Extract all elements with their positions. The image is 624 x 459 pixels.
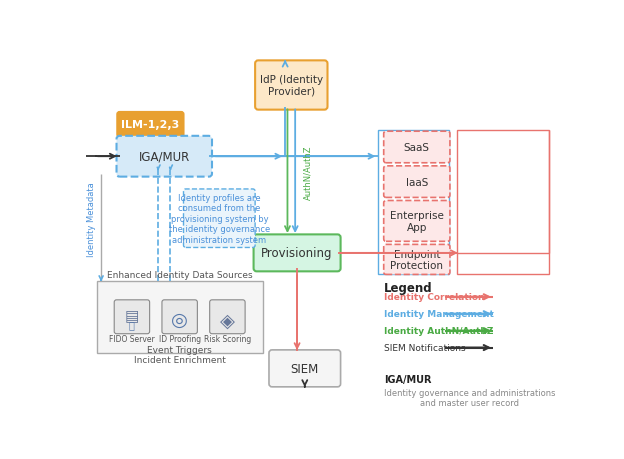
FancyBboxPatch shape <box>210 300 245 334</box>
Text: Identity profiles are
consumed from the
provisioning system by
the identity gove: Identity profiles are consumed from the … <box>168 194 270 244</box>
Text: Enhanced Identity Data Sources: Enhanced Identity Data Sources <box>107 270 253 280</box>
Bar <box>457 130 549 274</box>
FancyBboxPatch shape <box>117 113 183 137</box>
Text: IaaS: IaaS <box>406 177 428 187</box>
Text: SaaS: SaaS <box>404 143 430 153</box>
Text: ▤: ▤ <box>125 308 139 323</box>
Bar <box>378 130 449 274</box>
Text: Enterprise
App: Enterprise App <box>390 211 444 232</box>
Text: AuthN/AuthZ: AuthN/AuthZ <box>304 146 313 200</box>
Text: SIEM Notifications: SIEM Notifications <box>384 343 466 353</box>
Text: Incident Enrichment: Incident Enrichment <box>134 355 226 364</box>
Text: Endpoint
Protection: Endpoint Protection <box>391 249 443 271</box>
Text: ILM-1,2,3: ILM-1,2,3 <box>121 120 180 130</box>
FancyBboxPatch shape <box>269 350 341 387</box>
Text: Provisioning: Provisioning <box>261 247 333 260</box>
FancyBboxPatch shape <box>384 201 450 242</box>
Text: 🔒: 🔒 <box>129 320 135 330</box>
Bar <box>97 281 263 353</box>
Text: ◎: ◎ <box>171 311 188 330</box>
Text: Identity Metadata: Identity Metadata <box>87 182 96 256</box>
Text: FIDO Server: FIDO Server <box>109 334 155 343</box>
FancyBboxPatch shape <box>114 300 150 334</box>
FancyBboxPatch shape <box>253 235 341 272</box>
FancyBboxPatch shape <box>384 132 450 163</box>
Text: Identity Management: Identity Management <box>384 309 494 319</box>
Text: Legend: Legend <box>384 282 432 295</box>
Text: IdP (Identity
Provider): IdP (Identity Provider) <box>260 75 323 96</box>
Text: Risk Scoring: Risk Scoring <box>204 334 251 343</box>
Text: IGA/MUR: IGA/MUR <box>139 151 190 163</box>
FancyBboxPatch shape <box>384 167 450 198</box>
FancyBboxPatch shape <box>117 136 212 177</box>
Text: Identity Correlation: Identity Correlation <box>384 293 484 302</box>
Text: Identity AuthN/AuthZ: Identity AuthN/AuthZ <box>384 326 493 336</box>
FancyBboxPatch shape <box>384 245 450 275</box>
Text: ◈: ◈ <box>220 311 235 330</box>
FancyBboxPatch shape <box>255 61 328 111</box>
Text: SIEM: SIEM <box>291 362 319 375</box>
FancyBboxPatch shape <box>162 300 197 334</box>
Text: IGA/MUR: IGA/MUR <box>384 374 431 384</box>
Text: ID Proofing: ID Proofing <box>158 334 201 343</box>
Text: Event Triggers: Event Triggers <box>147 345 212 354</box>
Text: Identity governance and administrations
and master user record: Identity governance and administrations … <box>384 388 555 407</box>
FancyBboxPatch shape <box>183 190 255 248</box>
